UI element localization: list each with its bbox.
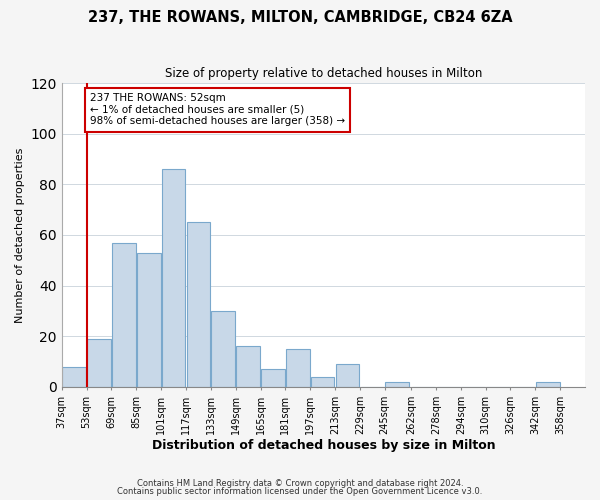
Bar [311,377,334,387]
Bar [62,366,86,387]
Bar [187,222,210,387]
Bar [211,311,235,387]
X-axis label: Distribution of detached houses by size in Milton: Distribution of detached houses by size … [152,440,495,452]
Bar [137,252,161,387]
Bar [261,369,285,387]
Bar [286,349,310,387]
Bar [236,346,260,387]
Title: Size of property relative to detached houses in Milton: Size of property relative to detached ho… [165,68,482,80]
Bar [162,169,185,387]
Bar [87,339,111,387]
Text: Contains public sector information licensed under the Open Government Licence v3: Contains public sector information licen… [118,487,482,496]
Text: 237, THE ROWANS, MILTON, CAMBRIDGE, CB24 6ZA: 237, THE ROWANS, MILTON, CAMBRIDGE, CB24… [88,10,512,25]
Bar [385,382,409,387]
Text: 237 THE ROWANS: 52sqm
← 1% of detached houses are smaller (5)
98% of semi-detach: 237 THE ROWANS: 52sqm ← 1% of detached h… [90,93,345,126]
Bar [335,364,359,387]
Y-axis label: Number of detached properties: Number of detached properties [15,148,25,322]
Text: Contains HM Land Registry data © Crown copyright and database right 2024.: Contains HM Land Registry data © Crown c… [137,478,463,488]
Bar [112,242,136,387]
Bar [536,382,560,387]
